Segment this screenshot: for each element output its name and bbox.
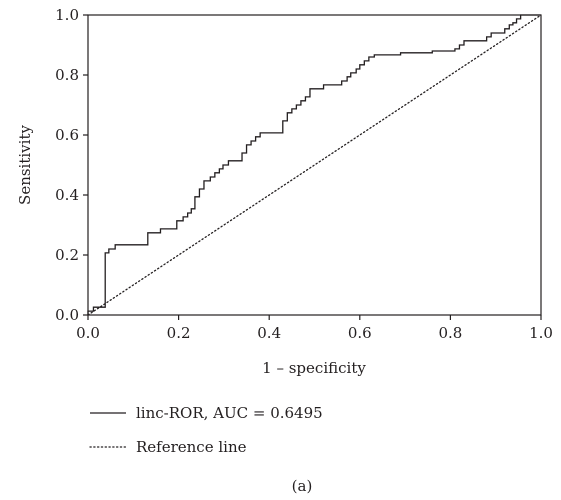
legend-item-roc: linc-ROR, AUC = 0.6495: [90, 404, 323, 422]
legend-item-reference: Reference line: [89, 438, 247, 456]
x-tick-label: 0.2: [167, 324, 191, 342]
reference-line: [87, 14, 542, 316]
legend-label-reference: Reference line: [136, 438, 247, 456]
y-tick-label: 0.0: [55, 306, 79, 324]
series: [87, 14, 542, 316]
y-tick-label: 1.0: [55, 6, 79, 24]
y-tick-label: 0.8: [55, 66, 79, 84]
legend-label-roc: linc-ROR, AUC = 0.6495: [136, 404, 323, 422]
x-tick-label: 0.8: [438, 324, 462, 342]
x-tick-label: 0.6: [348, 324, 372, 342]
roc-curve-line: [87, 14, 541, 315]
ticks: 0.0 0.2 0.4 0.6 0.8 1.0 0.0 0.2 0.4 0.6 0.8 1.0: [55, 6, 553, 342]
x-tick-label: 1.0: [529, 324, 553, 342]
y-tick-label: 0.2: [55, 246, 79, 264]
y-tick-label: 0.6: [55, 126, 79, 144]
y-tick-label: 0.4: [55, 186, 79, 204]
plot-frame: [87, 14, 542, 316]
x-tick-label: 0.4: [257, 324, 281, 342]
legend: linc-ROR, AUC = 0.6495 Reference line: [89, 404, 323, 456]
x-axis-label: 1 – specificity: [262, 359, 366, 377]
y-axis-label: Sensitivity: [16, 125, 34, 205]
x-tick-label: 0.0: [76, 324, 100, 342]
figure-caption: (a): [292, 477, 313, 495]
axes: [87, 14, 542, 316]
